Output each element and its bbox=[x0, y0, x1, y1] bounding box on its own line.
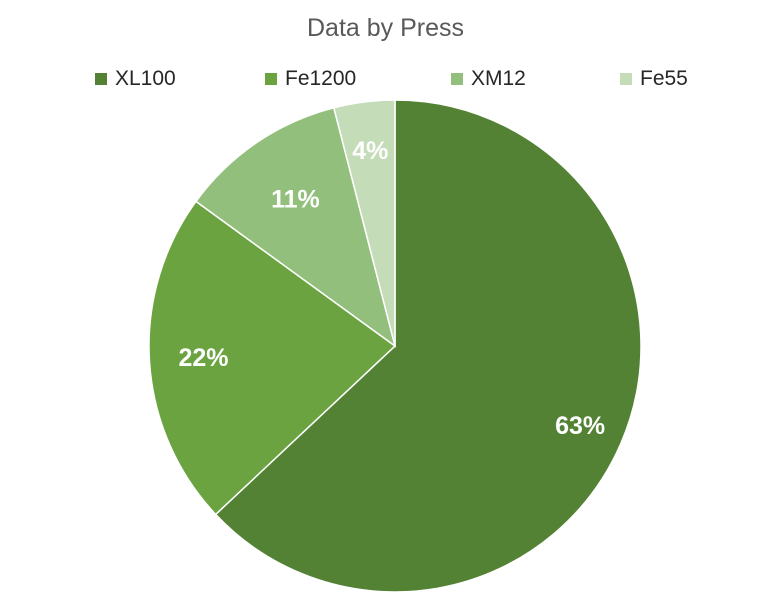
legend-item-xm12: XM12 bbox=[451, 64, 526, 94]
pie-slice-fe55 bbox=[332, 99, 396, 347]
data-label-fe1200: 22% bbox=[178, 344, 228, 372]
data-label-xl100: 63% bbox=[555, 412, 605, 440]
pie-slices bbox=[148, 99, 642, 593]
legend-label-fe55: Fe55 bbox=[640, 67, 688, 90]
legend-label-fe1200: Fe1200 bbox=[285, 67, 357, 90]
chart-legend: XL100 Fe1200 XM12 Fe55 bbox=[0, 64, 771, 94]
legend-swatch-xm12 bbox=[451, 73, 463, 85]
pie-data-labels: 63% 22% 11% 4% bbox=[178, 137, 605, 440]
data-label-fe55: 4% bbox=[352, 137, 388, 165]
legend-item-fe55: Fe55 bbox=[620, 64, 688, 94]
chart-title: Data by Press bbox=[306, 14, 464, 42]
pie-slice-fe1200 bbox=[148, 200, 397, 516]
legend-label-xl100: XL100 bbox=[115, 67, 176, 90]
pie-slice-xm12 bbox=[194, 106, 397, 348]
pie-slice-xl100 bbox=[214, 99, 642, 593]
legend-item-fe1200: Fe1200 bbox=[265, 64, 356, 94]
legend-label-xm12: XM12 bbox=[471, 67, 526, 90]
data-label-xm12: 11% bbox=[271, 186, 320, 214]
legend-swatch-fe55 bbox=[620, 73, 632, 85]
legend-swatch-xl100 bbox=[95, 73, 107, 85]
legend-swatch-fe1200 bbox=[265, 73, 277, 85]
legend-item-xl100: XL100 bbox=[95, 64, 176, 94]
